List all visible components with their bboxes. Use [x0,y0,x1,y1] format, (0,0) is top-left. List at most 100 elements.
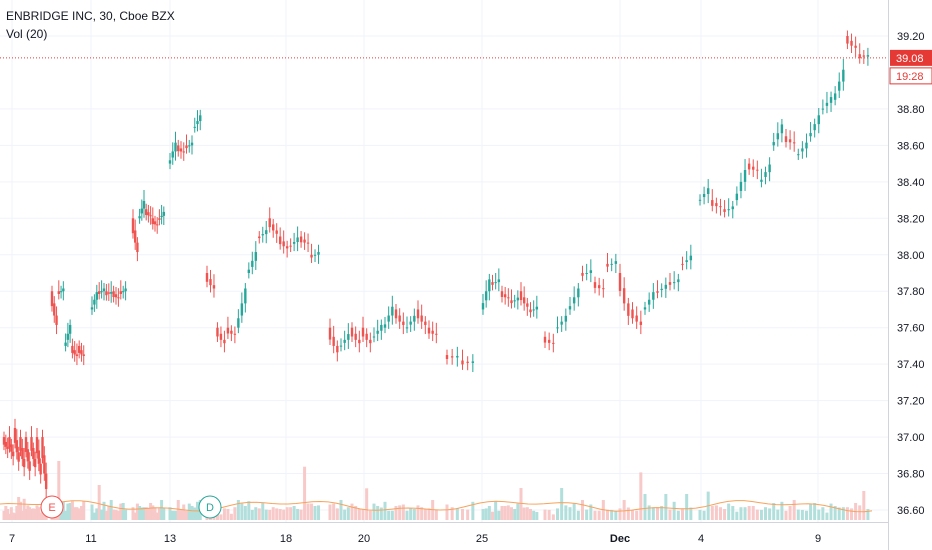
candle-body [71,345,74,353]
volume-bar [174,510,177,520]
candle-body [361,327,365,337]
candle-body [21,448,24,459]
candle-body [776,133,780,140]
volume-bar [372,503,376,520]
candle-body [585,273,588,274]
candle-body [420,315,423,322]
candle-body [672,282,676,284]
volume-bar [57,461,61,520]
candle-body [8,437,11,448]
volume-bar [157,508,161,520]
volume-bar [800,509,804,520]
candle-body [102,288,106,292]
candle-body [193,126,196,128]
candle-body [158,218,161,220]
candle-body [739,181,743,191]
volume-bar [651,507,655,520]
volume-bar [335,508,339,520]
candle-body [610,263,613,265]
candle-body [760,179,763,182]
volume-bar [751,506,755,520]
candle-body [643,307,647,310]
volume-bar [346,507,350,520]
time-tick-label: 20 [358,533,370,545]
candle-body [343,339,346,343]
candle-body [78,345,81,353]
volume-bar [560,488,564,520]
price-tick-label: 37.80 [897,286,925,298]
candle-body [10,444,13,452]
volume-bar [179,509,183,520]
candle-body [547,339,551,343]
volume-bar [41,508,44,520]
dividend-marker-letter: D [206,502,214,514]
volume-bar [102,501,106,520]
candle-body [131,218,135,234]
candle-body [185,145,188,149]
candle-body [268,218,271,228]
volume-bar [144,507,148,520]
candle-body [543,336,547,343]
candle-body [122,291,125,293]
candle-body [568,306,572,310]
candle-body [788,139,792,143]
candle-body [233,333,237,335]
candle-body [507,297,510,299]
volume-bar [155,512,159,520]
candle-body [282,241,285,247]
volume-bar [702,510,706,520]
candle-body [251,260,254,267]
volume-bar [390,510,394,520]
volume-bar [825,512,829,520]
candle-body [306,242,310,244]
time-tick-label: Dec [610,533,630,545]
candle-body [64,342,67,346]
volume-bar [222,508,226,520]
candle-body [631,309,634,319]
candle-body [572,297,576,304]
volume-bar [723,509,727,520]
countdown-badge [889,67,932,85]
candle-body [44,473,48,490]
volume-bar [776,509,780,520]
candle-body [445,355,449,359]
volume-indicator-label[interactable]: Vol (20) [6,27,48,41]
dividend-marker[interactable] [198,495,222,519]
volume-bar [743,507,747,520]
candle-body [237,318,240,328]
candle-body [825,102,829,106]
candle-body [296,237,299,243]
volume-bar [109,500,113,520]
volume-bar [75,507,79,520]
candle-body [90,307,94,310]
candle-body [138,216,141,219]
volume-bar [471,501,475,520]
candle-body [59,291,63,293]
candle-body [75,354,79,356]
earnings-marker[interactable] [40,495,64,519]
volume-bar [461,509,464,520]
volume-bar [176,500,180,520]
volume-bar [339,500,343,520]
candle-body [387,315,390,322]
candle-body [380,324,383,331]
candle-body [552,342,555,344]
volume-bar [409,508,413,520]
price-tick-label: 38.40 [897,177,925,189]
volume-bar [350,503,354,520]
volume-bar [368,510,372,520]
volume-bar [804,510,808,520]
volume-ma-line [0,500,873,513]
volume-bar [772,503,776,520]
candle-body [500,291,504,298]
candle-body [850,40,853,46]
candle-body [602,288,605,290]
volume-bar [131,507,135,520]
volume-bar [121,503,125,520]
volume-bar [379,507,383,520]
volume-bar [423,509,427,520]
candle-body [39,463,42,475]
candle-body [212,285,216,289]
